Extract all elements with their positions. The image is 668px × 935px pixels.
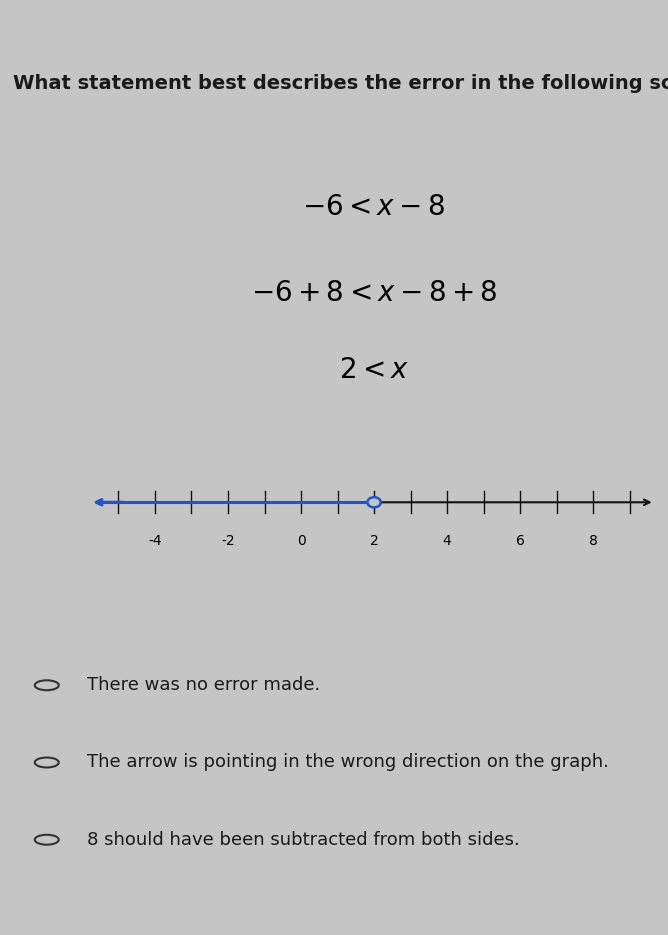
Text: There was no error made.: There was no error made.: [87, 676, 320, 695]
Text: $2 < x$: $2 < x$: [339, 356, 409, 383]
Text: The arrow is pointing in the wrong direction on the graph.: The arrow is pointing in the wrong direc…: [87, 754, 609, 771]
Text: 8: 8: [589, 534, 598, 548]
Text: 4: 4: [443, 534, 452, 548]
Text: What statement best describes the error in the following solution?: What statement best describes the error …: [13, 74, 668, 93]
Text: 0: 0: [297, 534, 305, 548]
Text: -4: -4: [148, 534, 162, 548]
Text: 2: 2: [369, 534, 379, 548]
Text: 6: 6: [516, 534, 524, 548]
Text: 8 should have been subtracted from both sides.: 8 should have been subtracted from both …: [87, 830, 520, 849]
Text: -2: -2: [221, 534, 235, 548]
Circle shape: [367, 497, 381, 508]
Text: $-6+8 < x-8+8$: $-6+8 < x-8+8$: [250, 280, 498, 308]
Text: $-6 < x - 8$: $-6 < x - 8$: [303, 193, 446, 221]
